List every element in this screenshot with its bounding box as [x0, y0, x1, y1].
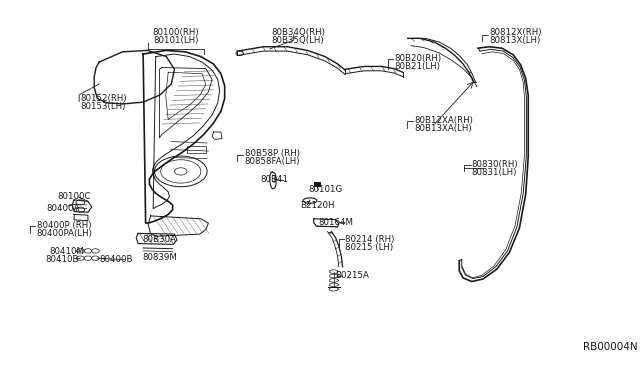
- Text: 80B13XA(LH): 80B13XA(LH): [414, 124, 472, 133]
- Text: 80812X(RH): 80812X(RH): [490, 28, 542, 37]
- Text: 80400A: 80400A: [46, 204, 79, 213]
- Text: 80B30A: 80B30A: [143, 235, 177, 244]
- Text: 80152(RH): 80152(RH): [81, 94, 127, 103]
- Text: 80830(RH): 80830(RH): [472, 160, 518, 169]
- Text: 80831(LH): 80831(LH): [472, 168, 517, 177]
- Text: 80813X(LH): 80813X(LH): [490, 36, 541, 45]
- Text: 80839M: 80839M: [142, 253, 177, 262]
- Text: 80164M: 80164M: [319, 218, 354, 227]
- Text: RB00004N: RB00004N: [584, 342, 638, 352]
- Text: 80B35Q(LH): 80B35Q(LH): [271, 36, 324, 45]
- Text: 80400PA(LH): 80400PA(LH): [36, 229, 92, 238]
- Text: B0215A: B0215A: [335, 271, 369, 280]
- Text: 80400B: 80400B: [99, 255, 132, 264]
- Text: 80858FA(LH): 80858FA(LH): [244, 157, 300, 166]
- Text: 80100C: 80100C: [58, 192, 92, 201]
- Text: 80B21(LH): 80B21(LH): [394, 62, 440, 71]
- Bar: [187, 146, 206, 153]
- Text: 80B12XA(RH): 80B12XA(RH): [414, 116, 473, 125]
- Text: 80101(LH): 80101(LH): [153, 36, 198, 45]
- Text: 80153(LH): 80153(LH): [81, 102, 126, 111]
- Text: 80B20(RH): 80B20(RH): [394, 54, 441, 63]
- Text: 80100(RH): 80100(RH): [152, 28, 199, 37]
- Text: 80101G: 80101G: [308, 185, 343, 194]
- Text: 80B58P (RH): 80B58P (RH): [244, 149, 300, 158]
- Text: 80410M: 80410M: [49, 247, 84, 256]
- Text: B2120H: B2120H: [300, 201, 335, 210]
- Text: 80B41: 80B41: [260, 175, 289, 184]
- Text: 80214 (RH): 80214 (RH): [345, 235, 394, 244]
- Text: 80410B: 80410B: [45, 255, 79, 264]
- Bar: [314, 182, 321, 187]
- Text: 80400P (RH): 80400P (RH): [36, 221, 91, 230]
- Text: 80B34Q(RH): 80B34Q(RH): [271, 28, 325, 37]
- Text: 80215 (LH): 80215 (LH): [345, 244, 393, 253]
